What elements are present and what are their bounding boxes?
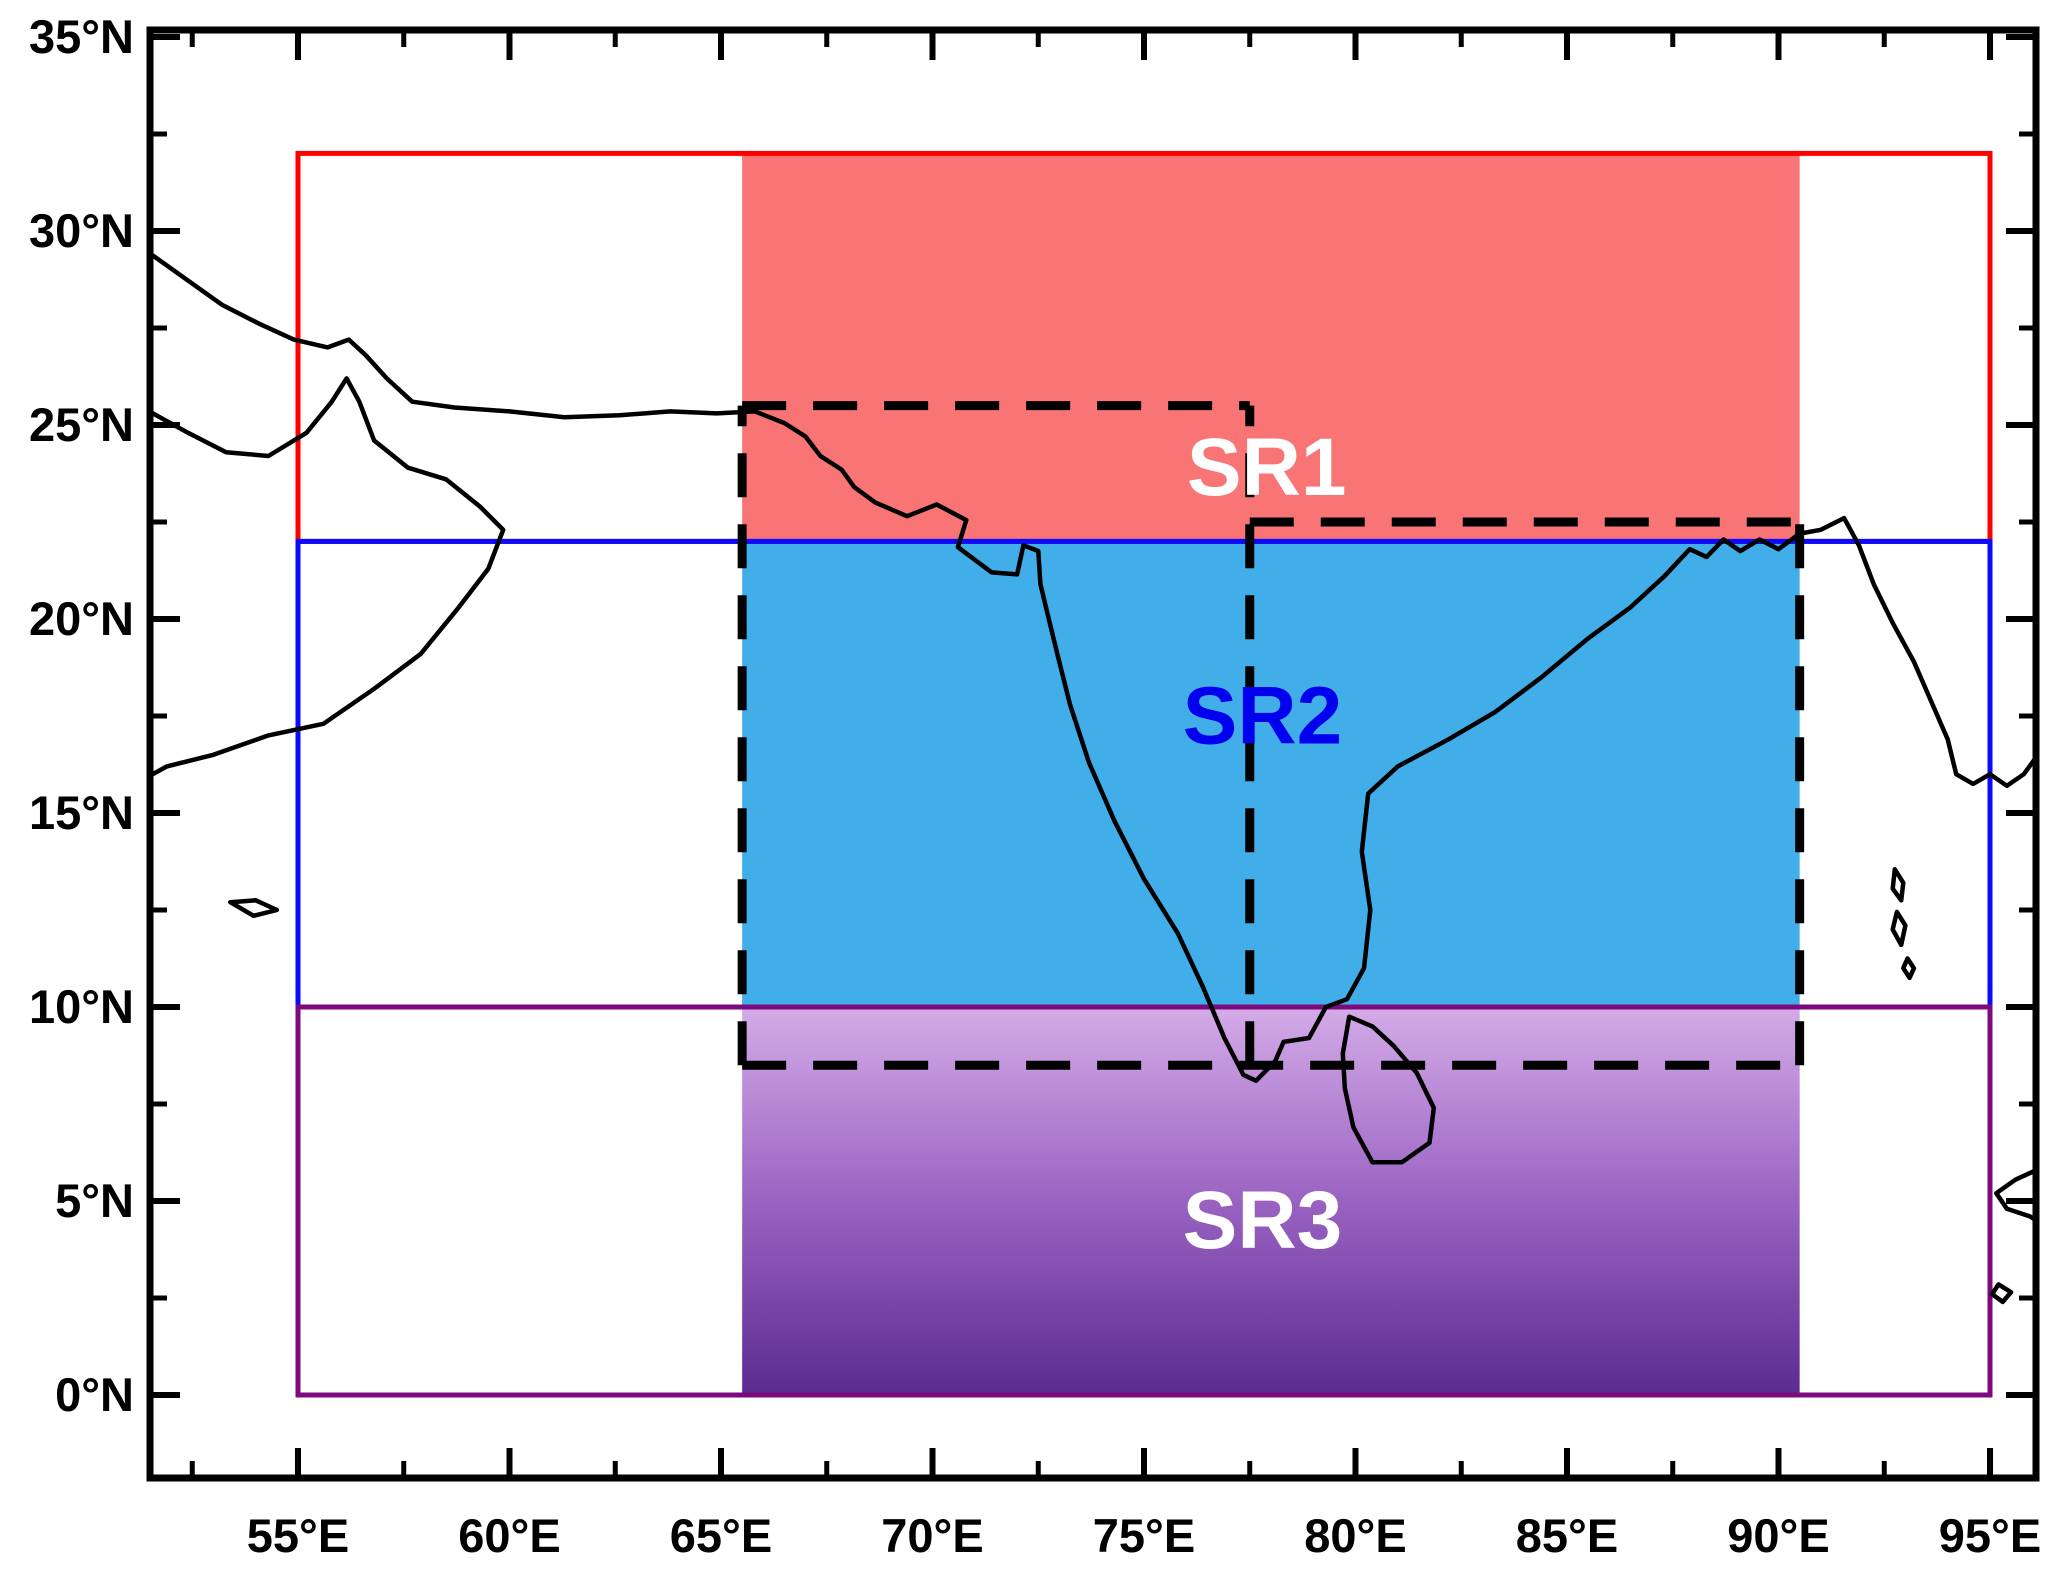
x-tick-label: 85°E [1516, 1509, 1618, 1562]
x-tick-label: 65°E [670, 1509, 772, 1562]
region-label-sr1: SR1 [1187, 422, 1347, 513]
y-tick-label: 20°N [29, 592, 134, 645]
y-tick-label: 35°N [29, 10, 134, 63]
sr2-shading [742, 541, 1800, 1007]
coastline-path [150, 376, 506, 779]
y-tick-label: 10°N [29, 980, 134, 1033]
x-tick-label: 70°E [881, 1509, 983, 1562]
y-tick-label: 5°N [55, 1174, 134, 1227]
x-tick-label: 90°E [1727, 1509, 1829, 1562]
coastline-path [1901, 956, 1917, 981]
dashed-subregion-box [737, 401, 1805, 1070]
sr1-shading [742, 153, 1800, 542]
region-outlines [295, 150, 1993, 1398]
coastline-path [150, 250, 2036, 1083]
sr3-shading [742, 1007, 1800, 1395]
region-label-sr2: SR2 [1183, 671, 1343, 762]
coastline-path [1340, 1014, 1437, 1165]
coastlines [150, 250, 2036, 1305]
coastline-path [1890, 867, 1906, 903]
sr3-outline [295, 1004, 1993, 1398]
region-shadings [742, 153, 1800, 1395]
coastline-path [1890, 909, 1908, 948]
region-labels: SR1 SR2 SR3 [1183, 422, 1347, 1266]
y-tick-label: 30°N [29, 204, 134, 257]
y-tick-label: 25°N [29, 398, 134, 451]
coastline-path [228, 898, 280, 919]
x-tick-label: 55°E [247, 1509, 349, 1562]
region-label-sr3: SR3 [1183, 1175, 1343, 1266]
y-tick-label: 15°N [29, 786, 134, 839]
x-tick-label: 75°E [1093, 1509, 1195, 1562]
coastline-path [1989, 1282, 2014, 1305]
axes-frame-and-ticks: 55°E 60°E 65°E 70°E 75°E 80°E 85°E 90°E 95°E 35°N… [29, 10, 2041, 1562]
x-tick-label: 95°E [1939, 1509, 2041, 1562]
x-tick-label: 80°E [1304, 1509, 1406, 1562]
plot-frame [146, 26, 2040, 1482]
x-tick-label: 60°E [458, 1509, 560, 1562]
y-tick-label: 0°N [55, 1368, 134, 1421]
